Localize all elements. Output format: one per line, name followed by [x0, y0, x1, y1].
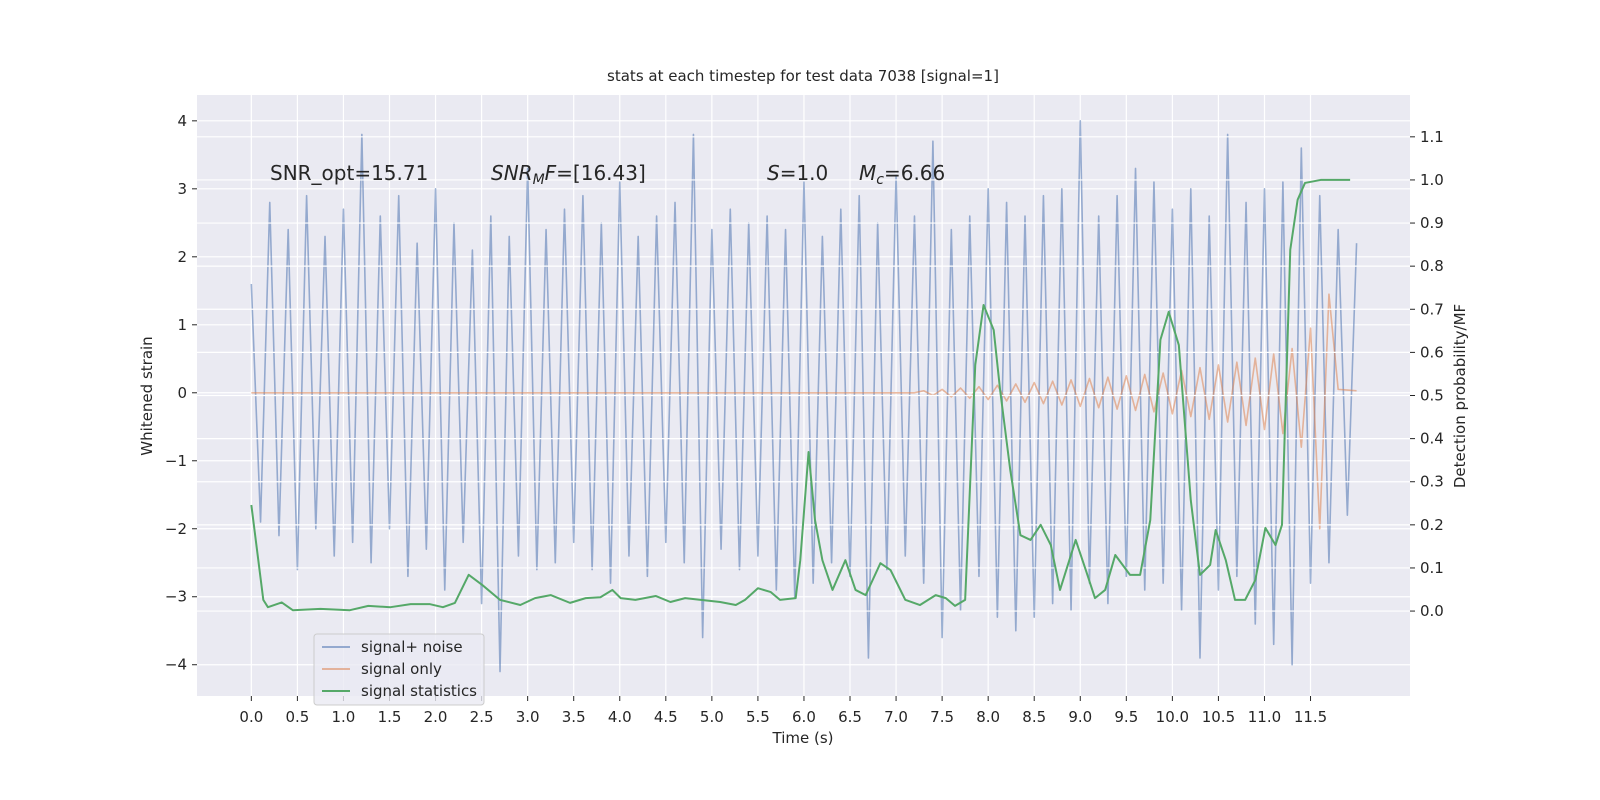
y2-axis-label: Detection probability/MF — [1451, 304, 1469, 488]
annotation-part: SNR — [491, 161, 533, 185]
y-tick-label: 2 — [177, 248, 187, 266]
y2-tick-label: 1.1 — [1420, 128, 1444, 146]
annotation-part: =6.66 — [884, 161, 945, 185]
y2-tick-label: 0.3 — [1420, 473, 1444, 491]
y2-tick-label: 0.9 — [1420, 214, 1444, 232]
chart-title: stats at each timestep for test data 703… — [607, 67, 999, 85]
legend-box — [313, 633, 485, 706]
y2-tick-label: 0.0 — [1420, 602, 1444, 620]
y-axis-label: Whitened strain — [138, 336, 156, 455]
y2-tick-label: 0.4 — [1420, 430, 1444, 448]
annotation-part: =1.0 — [780, 161, 829, 185]
annotation: S=1.0 — [767, 161, 828, 185]
x-tick-label: 8.5 — [1022, 708, 1046, 726]
y-tick-label: −2 — [165, 520, 187, 538]
x-tick-label: 7.0 — [884, 708, 908, 726]
y2-tick-label: 0.8 — [1420, 257, 1444, 275]
y-tick-label: −1 — [165, 452, 187, 470]
x-tick-label: 9.5 — [1114, 708, 1138, 726]
x-tick-label: 11.0 — [1248, 708, 1281, 726]
x-tick-label: 3.0 — [516, 708, 540, 726]
x-tick-label: 11.5 — [1294, 708, 1327, 726]
annotation: SNRMF=[16.43] — [491, 161, 646, 188]
x-tick-label: 0.0 — [239, 708, 263, 726]
annotation-part: SNR_opt=15.71 — [270, 161, 428, 185]
annotation-part: c — [876, 172, 884, 188]
y-tick-label: 3 — [177, 180, 187, 198]
x-tick-label: 4.0 — [608, 708, 632, 726]
x-tick-label: 2.0 — [424, 708, 448, 726]
x-tick-label: 5.5 — [746, 708, 770, 726]
x-tick-label: 4.5 — [654, 708, 678, 726]
y-tick-label: 0 — [177, 384, 187, 402]
annotation-part: S — [767, 161, 780, 185]
x-tick-label: 9.0 — [1068, 708, 1092, 726]
y-tick-label: 4 — [177, 112, 187, 130]
x-tick-label: 1.0 — [332, 708, 356, 726]
y-tick-label: −4 — [165, 656, 187, 674]
x-axis-label: Time (s) — [772, 729, 834, 747]
series-line — [250, 178, 1351, 612]
y2-tick-label: 0.6 — [1420, 343, 1444, 361]
y2-tick-label: 0.7 — [1420, 300, 1444, 318]
x-tick-label: 5.0 — [700, 708, 724, 726]
y-tick-label: 1 — [177, 316, 187, 334]
annotation-part: F — [545, 161, 557, 185]
series-line — [250, 120, 1358, 673]
legend-label: signal only — [361, 660, 442, 678]
annotation-part: M — [533, 172, 545, 188]
x-tick-label: 1.5 — [378, 708, 402, 726]
annotation-part: =[16.43] — [556, 161, 646, 185]
x-tick-label: 2.5 — [470, 708, 494, 726]
series-line — [251, 293, 1357, 530]
x-tick-label: 8.0 — [976, 708, 1000, 726]
x-tick-label: 3.5 — [562, 708, 586, 726]
legend-label: signal+ noise — [361, 638, 463, 656]
x-tick-label: 7.5 — [930, 708, 954, 726]
x-tick-label: 6.5 — [838, 708, 862, 726]
x-tick-label: 0.5 — [285, 708, 309, 726]
y2-tick-label: 0.5 — [1420, 387, 1444, 405]
y2-tick-label: 0.2 — [1420, 516, 1444, 534]
annotation: Mc=6.66 — [859, 161, 945, 188]
annotation-part: M — [859, 161, 876, 185]
legend-label: signal statistics — [361, 682, 477, 700]
y2-tick-label: 0.1 — [1420, 559, 1444, 577]
x-tick-label: 10.0 — [1156, 708, 1189, 726]
annotation: SNR_opt=15.71 — [270, 161, 428, 185]
x-tick-label: 10.5 — [1202, 708, 1235, 726]
y-tick-label: −3 — [165, 588, 187, 606]
x-tick-label: 6.0 — [792, 708, 816, 726]
y2-tick-label: 1.0 — [1420, 171, 1444, 189]
